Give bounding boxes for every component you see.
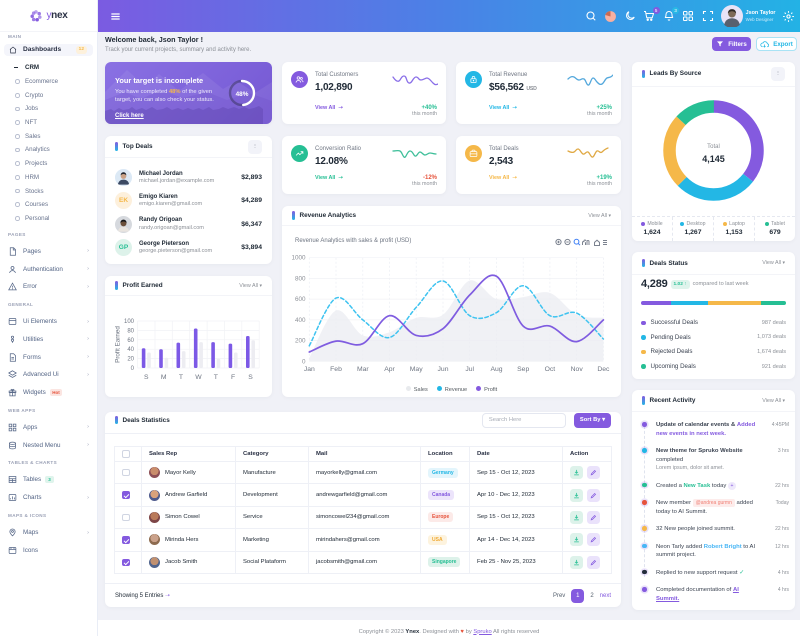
svg-text:Nov: Nov (571, 366, 584, 373)
svg-text:Total: Total (707, 144, 720, 150)
svg-text:S: S (248, 374, 253, 381)
svg-text:400: 400 (295, 317, 306, 324)
svg-text:M: M (161, 374, 167, 381)
svg-text:4,145: 4,145 (702, 154, 725, 164)
svg-text:200: 200 (295, 338, 306, 345)
svg-text:800: 800 (295, 275, 306, 282)
svg-text:1000: 1000 (291, 255, 306, 262)
svg-text:80: 80 (127, 328, 134, 334)
svg-text:W: W (195, 374, 202, 381)
svg-text:0: 0 (302, 358, 306, 365)
svg-text:40: 40 (127, 347, 134, 353)
svg-text:Profit Earned: Profit Earned (115, 326, 122, 363)
svg-text:F: F (231, 374, 235, 381)
svg-text:T: T (179, 374, 183, 381)
svg-text:0: 0 (131, 366, 135, 372)
svg-text:Sep: Sep (517, 366, 529, 373)
svg-text:60: 60 (127, 338, 134, 344)
svg-text:S: S (144, 374, 149, 381)
svg-text:Mar: Mar (357, 366, 369, 373)
svg-text:Apr: Apr (384, 366, 395, 373)
svg-text:600: 600 (295, 296, 306, 303)
svg-text:T: T (214, 374, 218, 381)
svg-text:Oct: Oct (545, 366, 556, 373)
svg-text:Aug: Aug (490, 366, 502, 373)
svg-text:100: 100 (124, 319, 135, 325)
svg-text:Jul: Jul (465, 366, 474, 373)
svg-text:May: May (410, 366, 423, 373)
svg-text:Jun: Jun (438, 366, 449, 373)
svg-text:Jan: Jan (304, 366, 315, 373)
svg-text:20: 20 (127, 357, 134, 363)
svg-text:Feb: Feb (330, 366, 342, 373)
svg-text:48%: 48% (236, 91, 249, 98)
svg-text:Dec: Dec (597, 366, 610, 373)
